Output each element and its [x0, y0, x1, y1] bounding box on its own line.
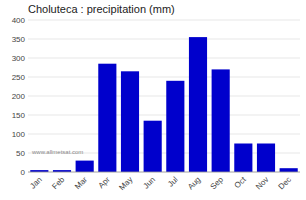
bars: [30, 37, 297, 172]
grid-line: [28, 20, 300, 21]
y-tick-label: 100: [12, 130, 26, 139]
y-tick-label: 350: [12, 35, 26, 44]
bar: [121, 71, 139, 172]
bar: [234, 144, 252, 173]
y-tick-label: 150: [12, 111, 26, 120]
bar: [189, 37, 207, 172]
watermark: www.allmetsat.com: [31, 149, 83, 155]
x-tick-label: Oct: [233, 175, 249, 191]
x-tick-label: Mar: [73, 175, 89, 191]
bar: [144, 121, 162, 172]
y-tick-label: 50: [16, 149, 25, 158]
y-tick-label: 250: [12, 73, 26, 82]
grid-line: [28, 134, 300, 135]
chart-container: Choluteca : precipitation (mm) 0 50 100 150 2…: [0, 0, 306, 200]
x-tick-label: Nov: [254, 175, 270, 191]
bar: [166, 81, 184, 172]
grid-line: [28, 58, 300, 59]
bar: [98, 64, 116, 172]
x-tick-label: Aug: [186, 175, 202, 191]
x-tick-label: Sep: [209, 175, 226, 192]
x-tick-label: Jan: [28, 175, 43, 190]
x-axis-line: [28, 172, 300, 173]
y-tick-label: 400: [12, 16, 26, 25]
title: Choluteca : precipitation (mm): [28, 3, 175, 15]
chart-svg: Choluteca : precipitation (mm) 0 50 100 150 2…: [0, 0, 306, 200]
bar: [257, 144, 275, 173]
grid-line: [28, 77, 300, 78]
grid: [28, 20, 300, 172]
y-tick-label: 0: [21, 168, 26, 177]
grid-line: [28, 172, 300, 173]
grid-line: [28, 96, 300, 97]
y-tick-label: 300: [12, 54, 26, 63]
bar: [76, 161, 94, 172]
x-tick-label: Jun: [142, 175, 157, 190]
grid-line: [28, 115, 300, 116]
x-tick-label: Dec: [277, 175, 293, 191]
grid-line: [28, 39, 300, 40]
x-tick-label: May: [117, 175, 134, 192]
bar: [280, 168, 298, 172]
x-tick-label: Feb: [50, 175, 67, 192]
bar: [212, 69, 230, 172]
y-tick-label: 200: [12, 92, 26, 101]
x-tick-label: Apr: [97, 175, 112, 190]
x-tick-label: Jul: [166, 175, 180, 189]
